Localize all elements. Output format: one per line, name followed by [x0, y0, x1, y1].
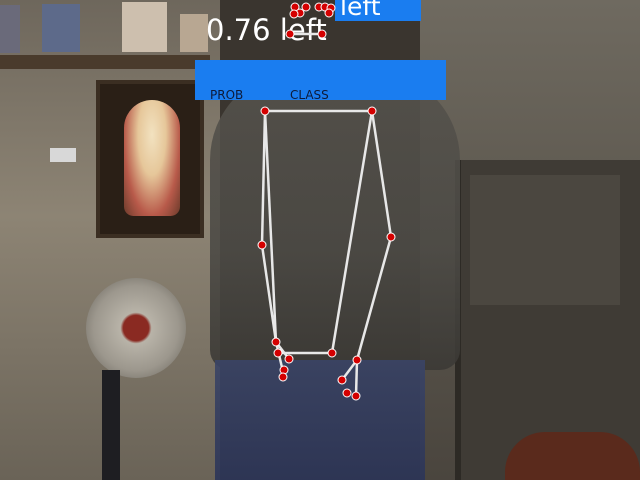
photo-frame-3	[122, 2, 167, 52]
door-inset	[470, 175, 620, 305]
skeleton-right-upper-arm	[370, 110, 393, 238]
landmark-mouth-left	[285, 29, 295, 39]
photo-frame-4	[180, 14, 208, 52]
top-class-label: left	[340, 0, 381, 21]
skeleton-left-forearm	[260, 244, 278, 343]
landmark-left-ear	[324, 8, 334, 18]
skeleton-left-torso	[263, 110, 278, 343]
landmark-left-eye-outer	[289, 9, 299, 19]
electric-fan	[86, 278, 186, 378]
skeleton-left-upper-arm	[260, 110, 267, 246]
landmark-right-wrist	[352, 355, 362, 365]
chair-back	[505, 432, 640, 480]
skeleton-right-torso	[330, 110, 374, 354]
photo-frame-1	[0, 5, 20, 53]
top-class-banner	[335, 0, 421, 21]
landmark-right-elbow	[386, 232, 396, 242]
skeleton-right-forearm	[355, 236, 393, 361]
status-header-box	[195, 60, 446, 100]
skeleton-right-hand-2	[354, 359, 359, 397]
photo-frame-2	[42, 4, 80, 52]
landmark-right-thumb	[351, 391, 361, 401]
landmark-right-pinky	[337, 375, 347, 385]
landmark-left-pinky	[284, 354, 294, 364]
landmark-nose	[301, 2, 311, 12]
landmark-right-shoulder	[367, 106, 377, 116]
landmark-left-elbow	[257, 240, 267, 250]
person-legs-blur	[215, 360, 425, 480]
landmark-mouth-right	[317, 29, 327, 39]
person-torso-blur	[210, 70, 460, 370]
class-header: CLASS	[290, 88, 329, 102]
landmark-right-index	[342, 388, 352, 398]
fan-stand	[102, 370, 120, 480]
wall-shelf	[0, 55, 210, 69]
landmark-left-thumb	[278, 372, 288, 382]
landmark-left-hip	[273, 348, 283, 358]
landmark-left-wrist	[271, 337, 281, 347]
landmark-right-hip	[327, 348, 337, 358]
landmark-left-shoulder	[260, 106, 270, 116]
prob-header: PROB	[210, 88, 244, 102]
probability-readout: 0.76 left	[206, 13, 327, 47]
painting-figure	[124, 100, 180, 216]
framed-painting	[96, 80, 204, 238]
wall-outlet	[50, 148, 76, 162]
